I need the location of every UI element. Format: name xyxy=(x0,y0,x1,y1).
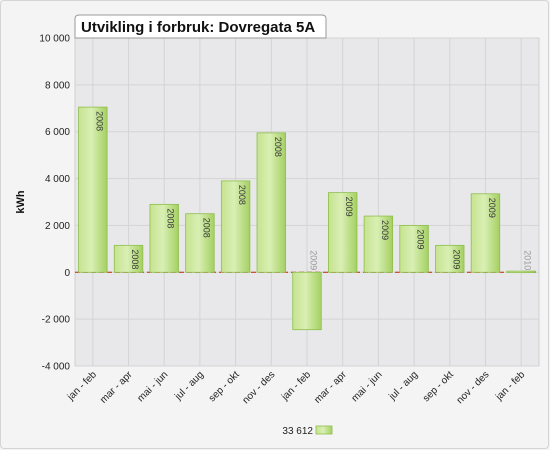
bar-year-label: 2009 xyxy=(309,250,319,270)
x-tick-label: jan - feb xyxy=(279,369,313,403)
bar-year-label: 2009 xyxy=(416,229,426,249)
x-tick-label: sep - okt xyxy=(207,369,242,404)
y-tick-label: 6 000 xyxy=(45,127,70,138)
bar xyxy=(435,244,465,273)
y-tick-label: 4 000 xyxy=(45,174,70,185)
bar-year-label: 2009 xyxy=(451,249,461,269)
y-tick-label: -4 000 xyxy=(42,362,71,373)
x-tick-label: mar - apr xyxy=(98,369,135,406)
legend-label: 33 612 xyxy=(282,426,313,437)
bar-year-label: 2009 xyxy=(380,220,390,240)
x-tick-label: sep - okt xyxy=(421,369,456,404)
bar-year-label: 2008 xyxy=(201,218,211,238)
bar xyxy=(470,193,501,273)
bar-year-label: 2008 xyxy=(94,111,104,131)
bar xyxy=(506,270,536,274)
bar-year-label: 2008 xyxy=(273,137,283,157)
y-tick-label: 8 000 xyxy=(45,80,70,91)
bar xyxy=(149,203,179,273)
x-tick-label: mar - apr xyxy=(312,369,349,406)
y-tick-label: -2 000 xyxy=(42,315,71,326)
x-tick-label: jul - aug xyxy=(172,369,206,403)
y-tick-label: 0 xyxy=(64,268,70,279)
bar xyxy=(78,106,108,273)
bar xyxy=(399,225,429,273)
y-tick-label: 10 000 xyxy=(39,34,70,45)
x-tick-label: jan - feb xyxy=(493,369,527,403)
bar-year-label: 2009 xyxy=(344,197,354,217)
x-tick-label: mai - jun xyxy=(350,369,385,404)
x-tick-label: mai - jun xyxy=(135,369,170,404)
x-tick-label: jul - aug xyxy=(387,369,421,403)
y-tick-label: 2 000 xyxy=(45,221,70,232)
x-tick-label: jan - feb xyxy=(65,369,99,403)
bars-layer: 2008 2008 2008 2008 2008 2008 2009 2009 2009 2009… xyxy=(78,106,536,331)
x-tick-label: nov - des xyxy=(241,369,278,406)
bar-year-label: 2008 xyxy=(166,208,176,228)
bar xyxy=(185,213,215,273)
bar-year-label: 2009 xyxy=(487,198,497,218)
bar xyxy=(292,271,322,331)
bar xyxy=(113,244,144,273)
bar-year-label: 2008 xyxy=(237,185,247,205)
bar xyxy=(256,132,286,273)
x-tick-label: nov - des xyxy=(455,369,492,406)
title-tab xyxy=(74,14,327,39)
chart-title: Utvikling i forbruk: Dovregata 5A xyxy=(81,19,315,36)
bar-year-label: 2010 xyxy=(523,250,533,270)
bar-year-label: 2008 xyxy=(130,249,140,269)
legend-swatch xyxy=(315,425,333,435)
bar xyxy=(328,192,358,273)
y-axis-label: kWh xyxy=(15,190,27,214)
bar xyxy=(220,180,251,273)
bar xyxy=(363,215,394,273)
